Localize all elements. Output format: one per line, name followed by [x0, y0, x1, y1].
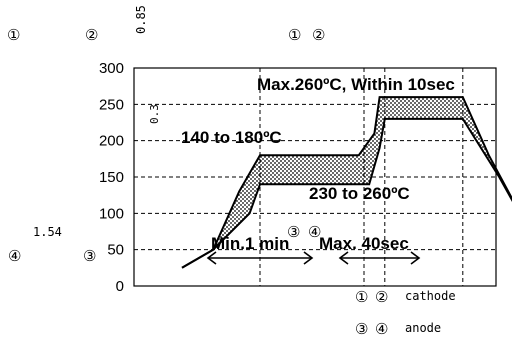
- legend-anode-label: anode: [405, 321, 441, 335]
- marker-2-top-left: ②: [85, 27, 98, 44]
- marker-1-top-left: ①: [7, 27, 20, 44]
- preheat-annotation: 140 to 180ºC: [181, 128, 282, 147]
- preheat-time-annotation: Min.1 min: [211, 234, 289, 253]
- peak-annotation: Max.260ºC, Within 10sec: [257, 75, 455, 94]
- marker-2-top-mid: ②: [312, 27, 325, 44]
- legend-cathode-label: cathode: [405, 289, 456, 303]
- upper-profile-line: [181, 96, 512, 269]
- profile-band: [182, 97, 512, 268]
- legend-marker-3: ③: [355, 321, 368, 338]
- y-tick-label-50: 50: [107, 242, 124, 259]
- reflow-time-annotation: Max. 40sec: [319, 234, 409, 253]
- reflow-time-arrow: [338, 251, 421, 265]
- reflow-annotation: 230 to 260ºC: [309, 184, 410, 203]
- small-number: 0.3: [148, 104, 161, 124]
- y-tick-label-150: 150: [99, 169, 124, 186]
- y-tick-label-250: 250: [99, 96, 124, 113]
- y-tick-label-0: 0: [116, 278, 124, 295]
- preheat-time-arrow: [206, 251, 314, 265]
- marker-4-left: ④: [8, 248, 21, 265]
- top-number: 0.85: [134, 5, 148, 34]
- legend-marker-2: ②: [375, 289, 388, 306]
- marker-3-mid: ③: [287, 224, 300, 241]
- marker-4-mid: ④: [308, 224, 321, 241]
- marker-3-left: ③: [83, 248, 96, 265]
- y-tick-label-100: 100: [99, 205, 124, 222]
- y-axis-ticks: 0 50 100 150 200 250 300: [99, 60, 124, 295]
- legend-marker-1: ①: [355, 289, 368, 306]
- marker-1-top-mid: ①: [288, 27, 301, 44]
- legend-marker-4: ④: [375, 321, 388, 338]
- lower-profile-line: [181, 117, 512, 269]
- vertical-guides: [259, 68, 464, 286]
- y-tick-label-300: 300: [99, 60, 124, 77]
- left-number: 1.54: [33, 225, 62, 239]
- y-tick-label-200: 200: [99, 133, 124, 150]
